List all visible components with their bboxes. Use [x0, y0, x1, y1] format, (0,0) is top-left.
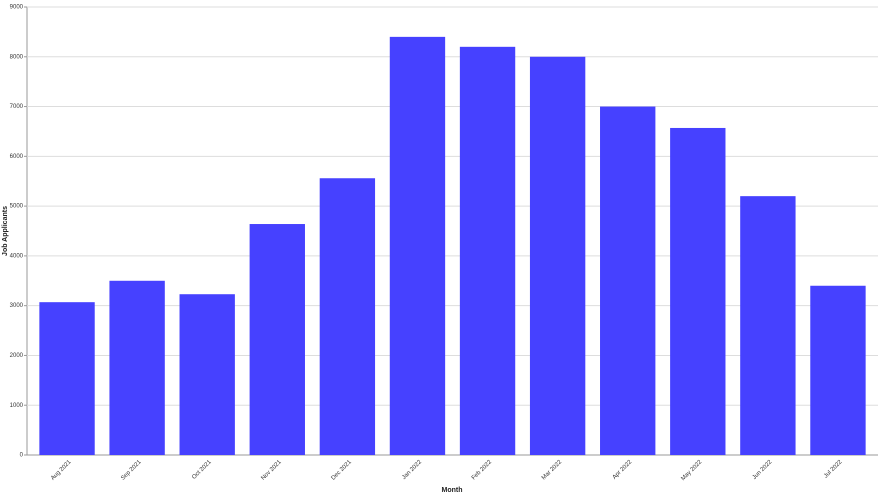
- y-tick-label: 5000: [10, 204, 24, 210]
- x-tick-label: Oct 2021: [191, 459, 213, 481]
- x-tick-label: Jul 2022: [823, 459, 844, 480]
- x-tick-label: Apr 2022: [612, 459, 634, 481]
- bar: [179, 294, 235, 455]
- y-tick-label: 8000: [10, 54, 24, 60]
- x-tick-label: Dec 2021: [330, 459, 353, 482]
- x-tick-label: Jan 2022: [401, 459, 423, 481]
- y-tick-label: 0: [20, 453, 24, 459]
- y-tick-label: 4000: [10, 253, 24, 259]
- x-tick-label: Aug 2021: [50, 459, 73, 482]
- bar: [389, 36, 446, 455]
- y-tick-label: 6000: [10, 154, 24, 160]
- y-tick-label: 2000: [10, 353, 24, 359]
- x-axis-title: Month: [442, 487, 463, 494]
- bar: [740, 196, 796, 455]
- x-tick-label: Mar 2022: [541, 459, 564, 482]
- y-axis-title: Job Applicants: [2, 206, 9, 256]
- bar: [319, 178, 376, 456]
- x-tick-label: Sep 2021: [120, 459, 143, 482]
- y-tick-label: 3000: [10, 303, 24, 309]
- bar: [249, 224, 305, 455]
- bar: [39, 302, 95, 455]
- x-tick-label: Nov 2021: [260, 459, 283, 482]
- x-tick-label: May 2022: [680, 459, 703, 482]
- bar: [529, 56, 586, 456]
- bar: [670, 127, 726, 456]
- y-tick-label: 7000: [10, 104, 24, 110]
- y-tick-label: 1000: [10, 403, 24, 409]
- x-tick-label: Feb 2022: [471, 459, 494, 482]
- bar: [600, 106, 656, 456]
- bar: [109, 280, 165, 455]
- y-tick-label: 9000: [10, 5, 24, 11]
- bar: [810, 285, 866, 455]
- bar: [459, 46, 516, 455]
- x-tick-label: Jun 2022: [752, 459, 774, 481]
